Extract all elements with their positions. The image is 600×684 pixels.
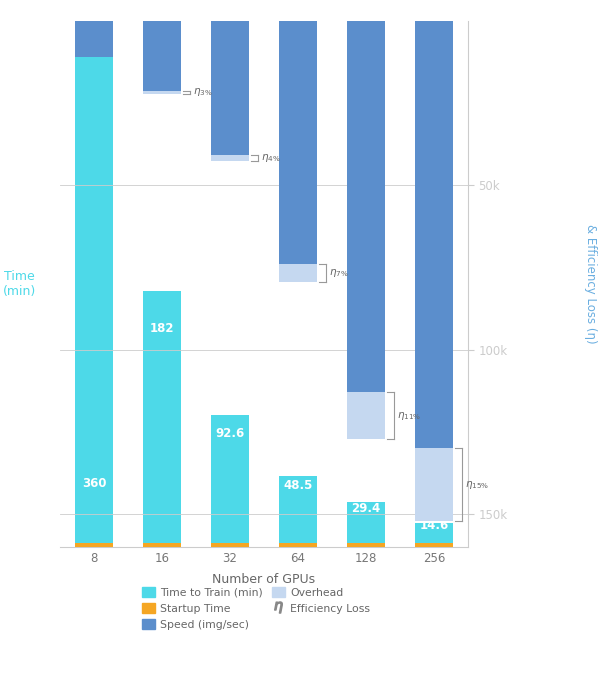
Text: 29.4: 29.4 bbox=[352, 502, 380, 515]
Bar bbox=[347, 543, 385, 547]
Bar bbox=[143, 291, 181, 543]
Bar bbox=[143, 91, 181, 94]
Bar bbox=[280, 21, 317, 264]
Bar bbox=[143, 543, 181, 547]
Bar bbox=[280, 264, 317, 282]
Bar bbox=[76, 44, 113, 543]
Legend: Time to Train (min), Startup Time, Speed (img/sec), Overhead, Efficiency Loss: Time to Train (min), Startup Time, Speed… bbox=[137, 583, 374, 634]
Bar bbox=[211, 155, 249, 161]
Bar bbox=[211, 21, 249, 155]
Text: Time
(min): Time (min) bbox=[2, 270, 36, 298]
Text: 14.6: 14.6 bbox=[419, 519, 449, 532]
Bar bbox=[347, 21, 385, 393]
Y-axis label: Throughput (img/sec)
& Efficiency Loss (η): Throughput (img/sec) & Efficiency Loss (… bbox=[584, 220, 600, 348]
Bar bbox=[415, 543, 452, 547]
Text: $\eta_{7\%}$: $\eta_{7\%}$ bbox=[329, 267, 349, 279]
Bar bbox=[415, 523, 452, 543]
Text: 360: 360 bbox=[82, 477, 106, 490]
Bar bbox=[347, 393, 385, 438]
Text: $\eta_{4\%}$: $\eta_{4\%}$ bbox=[261, 153, 281, 164]
Bar bbox=[211, 415, 249, 543]
Text: $\eta_{3\%}$: $\eta_{3\%}$ bbox=[193, 86, 212, 98]
Text: $\eta_{15\%}$: $\eta_{15\%}$ bbox=[465, 479, 489, 490]
Bar bbox=[143, 21, 181, 91]
Bar bbox=[280, 476, 317, 543]
Text: 182: 182 bbox=[150, 322, 174, 335]
Text: $\eta_{11\%}$: $\eta_{11\%}$ bbox=[397, 410, 421, 421]
Bar bbox=[280, 543, 317, 547]
X-axis label: Number of GPUs: Number of GPUs bbox=[212, 573, 316, 586]
Bar bbox=[211, 543, 249, 547]
Bar bbox=[415, 21, 452, 449]
Bar bbox=[347, 502, 385, 543]
Bar bbox=[415, 449, 452, 521]
Text: 48.5: 48.5 bbox=[283, 479, 313, 492]
Bar bbox=[76, 543, 113, 547]
Text: 92.6: 92.6 bbox=[215, 428, 245, 440]
Bar bbox=[76, 21, 113, 57]
